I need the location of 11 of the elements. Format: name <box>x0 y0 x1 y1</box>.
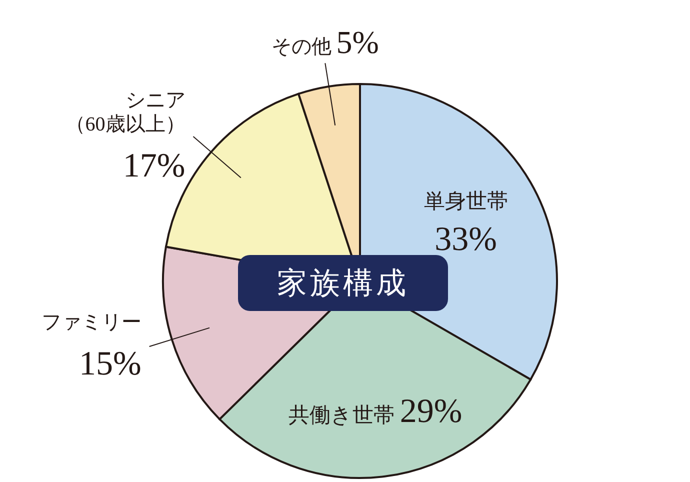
slice-label: その他 <box>271 36 336 58</box>
slice-label: ファミリー <box>41 312 142 334</box>
data-label: 5% <box>336 24 379 60</box>
data-label: 15% <box>78 346 142 383</box>
text: 家族構成 <box>277 266 409 300</box>
slice-label: 共働き世帯 <box>288 403 400 428</box>
slice-label: 単身世帯 <box>424 188 508 213</box>
data-label: 29% <box>400 393 462 430</box>
data-label: 33% <box>434 220 497 258</box>
data-label: 17% <box>122 148 186 185</box>
slice-label: シニア（60歳以上） <box>65 90 186 136</box>
